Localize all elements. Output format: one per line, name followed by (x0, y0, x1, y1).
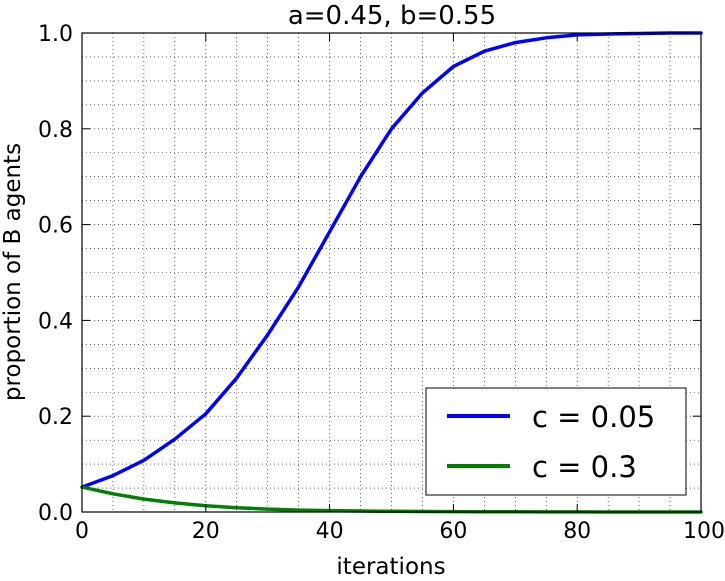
x-axis-label: iterations (336, 554, 445, 580)
x-tick-label: 80 (563, 519, 591, 544)
y-tick-label: 0.6 (38, 214, 73, 239)
legend-label-1: c = 0.3 (532, 450, 637, 484)
y-tick-label: 0.8 (38, 118, 73, 143)
series-line-0 (80, 31, 703, 489)
x-tick-label: 40 (316, 519, 344, 544)
y-tick-label: 0.0 (38, 501, 73, 526)
y-tick-label: 0.4 (38, 309, 73, 334)
x-tick-label: 100 (683, 519, 725, 544)
x-tick-label: 20 (192, 519, 220, 544)
legend-box (425, 387, 687, 496)
x-tick-label: 0 (75, 519, 89, 544)
legend: c = 0.05 c = 0.3 (425, 387, 687, 496)
legend-label-0: c = 0.05 (532, 400, 655, 434)
x-tick-label: 60 (439, 519, 467, 544)
plot-frame (81, 32, 702, 513)
y-tick-label: 0.2 (38, 405, 73, 430)
y-axis-label: proportion of B agents (0, 143, 26, 401)
y-tick-label: 1.0 (38, 22, 73, 47)
axis-ticks: 0 20 40 60 80 100 0.0 0.2 0.4 0.6 0.8 1.0 (38, 22, 725, 544)
chart-title: a=0.45, b=0.55 (288, 1, 496, 31)
